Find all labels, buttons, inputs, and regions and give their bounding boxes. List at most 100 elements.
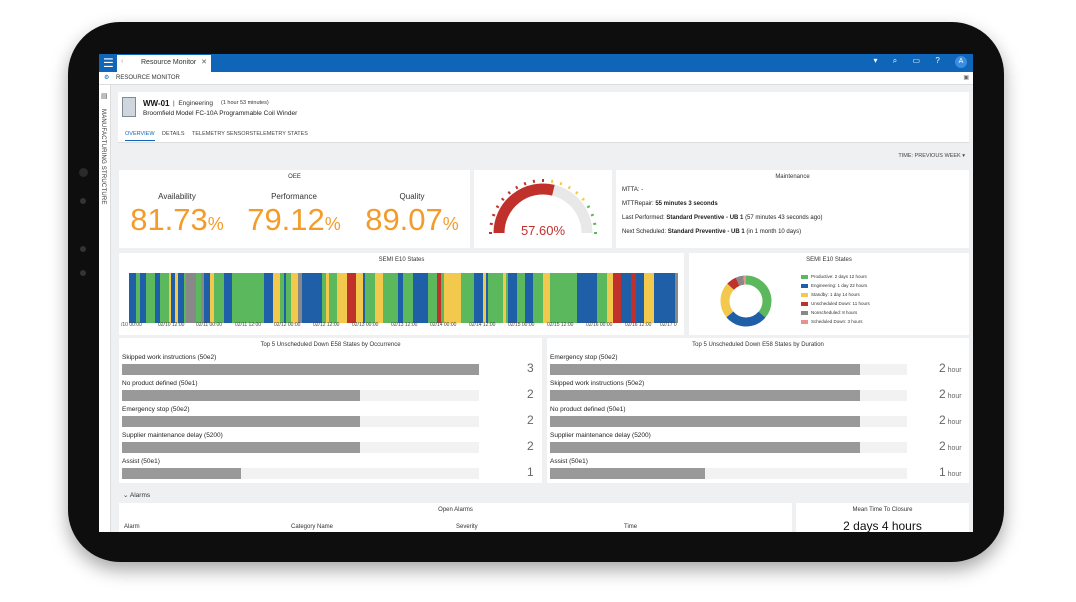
donut-slice[interactable] [720,275,772,327]
sidebar-label[interactable]: MANUFACTURING STRUCTURE [100,109,106,205]
bar-label: Skipped work instructions (50e2) [122,354,217,361]
timeline-segment [169,273,171,323]
legend-swatch [801,301,808,306]
timeline-segment [566,273,570,323]
timeline-segment [210,273,214,323]
bar-value: 2 hour [939,413,962,427]
timeline-tick: 02/11 00:00 [196,322,223,328]
tab-overview[interactable]: OVERVIEW [125,131,155,141]
bar-label: Assist (50e1) [122,458,160,465]
bar[interactable] [122,364,479,375]
gauge-value-arc [493,183,555,234]
legend-label: Unscheduled Down: 11 hours [811,301,870,306]
legend-item: Standby: 1 day 14 hours [801,292,860,297]
timeline-tick: 02/11 12:00 [235,322,262,328]
gauge-tick [532,179,536,183]
bar-label: Supplier maintenance delay (5200) [550,432,651,439]
bar-label: Emergency stop (50e2) [550,354,618,361]
bar[interactable] [550,442,861,453]
timeline-segment [631,273,636,323]
performance-value: 79.12% [247,202,341,237]
bar[interactable] [122,416,360,427]
chevron-down-icon[interactable]: ▾ [873,56,878,65]
chevron-left-icon[interactable]: ‹ [121,58,124,65]
column-severity[interactable]: Severity [456,524,478,530]
help-icon[interactable]: ? [935,56,940,65]
timeline-segment [564,273,566,323]
timeline-segment [398,273,403,323]
quality-label: Quality [399,192,425,201]
time-filter[interactable]: TIME: PREVIOUS WEEK ▾ [898,153,965,159]
legend-label: Nonscheduled: 8 hours [811,310,858,315]
timeline-segment [503,273,506,323]
semi-timeline-chart [129,273,678,323]
bar-value: 2 hour [939,387,962,401]
timeline-tick: 02/16 12:00 [625,322,652,328]
column-time[interactable]: Time [624,524,638,530]
availability-value: 81.73% [130,202,224,237]
timeline-segment [403,273,413,323]
bar[interactable] [122,390,360,401]
screen: ☰ ‹ Resource Monitor ✕ ▾ ⌕ ▭ ? A ⚙ RESOU… [99,54,973,532]
gauge-tick [559,181,563,186]
semi-donut-chart [720,275,772,327]
bar-track [550,416,907,427]
chat-icon[interactable]: ▭ [912,56,921,65]
donut-slice[interactable] [720,275,772,327]
bar-label: Emergency stop (50e2) [122,406,190,413]
timeline-segment [268,273,273,323]
timeline-segment [550,273,555,323]
column-category[interactable]: Category Name [291,524,334,530]
bar[interactable] [122,442,360,453]
timeline-segment [291,273,298,323]
timeline-tick: 02/13 00:00 [352,322,379,328]
resource-department: | Engineering [173,100,214,107]
menu-icon[interactable]: ☰ [103,56,114,70]
alarms-section-toggle[interactable]: ⌄ Alarms [123,492,151,499]
timeline-segment [204,273,210,323]
timeline-segment [510,273,512,323]
bar-value: 2 hour [939,361,962,375]
legend-swatch [801,292,808,297]
bar[interactable] [550,468,706,479]
tab-telemetry-states[interactable]: TELEMETRY STATES [253,131,308,137]
bar[interactable] [550,364,861,375]
tab-details[interactable]: DETAILS [162,131,185,137]
timeline-segment [422,273,428,323]
gauge-tick [515,185,519,190]
timeline-segment [428,273,437,323]
timeline-segment [329,273,337,323]
sensor-dot [80,198,86,204]
tab-resource-monitor[interactable]: ‹ Resource Monitor ✕ [117,55,211,72]
window-icon[interactable]: ▣ [963,75,969,81]
top-bar: ☰ ‹ Resource Monitor ✕ ▾ ⌕ ▭ ? A [99,54,973,72]
sensor-dot [80,270,86,276]
occurrence-card: Top 5 Unscheduled Down E58 States by Occ… [119,338,542,483]
panel-icon[interactable]: ▤ [101,93,108,100]
bar[interactable] [550,390,861,401]
column-alarm[interactable]: Alarm [124,524,140,530]
mtta: MTTA: - [622,187,644,193]
timeline-segment [140,273,146,323]
timeline-segment [555,273,564,323]
donut-slice[interactable] [720,275,772,327]
timeline-segment [136,273,140,323]
duration-card: Top 5 Unscheduled Down E58 States by Dur… [547,338,969,483]
timeline-tick: 02/14 12:00 [469,322,496,328]
duration-title: Top 5 Unscheduled Down E58 States by Dur… [692,342,824,348]
bar-track [550,442,907,453]
bar[interactable] [550,416,861,427]
avatar[interactable]: A [955,56,967,68]
legend-item: Scheduled Down: 3 hours [801,319,863,324]
gauge-tick [500,197,505,201]
gauge-tick [590,213,595,217]
timeline-segment [613,273,621,323]
search-icon[interactable]: ⌕ [892,56,898,65]
close-icon[interactable]: ✕ [201,59,207,66]
bar[interactable] [122,468,241,479]
camera-dot [79,168,88,177]
timeline-segment [664,273,673,323]
timeline-segment [284,273,286,323]
bar-track [550,364,907,375]
tab-telemetry-sensors[interactable]: TELEMETRY SENSORS [192,131,254,137]
